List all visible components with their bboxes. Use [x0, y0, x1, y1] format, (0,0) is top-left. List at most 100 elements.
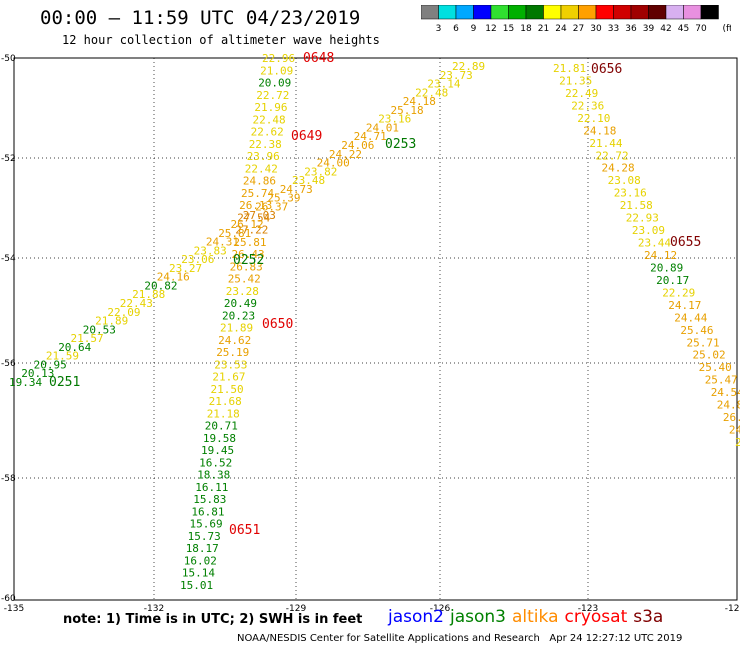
wave-height-label: 24.18 — [403, 95, 436, 108]
legend-s3a: s3a — [633, 607, 664, 627]
colorbar-swatch — [630, 5, 649, 20]
wave-height-label: 16.02 — [184, 555, 217, 568]
wave-height-label: 24.54 — [711, 386, 740, 399]
wave-height-label: 21.96 — [254, 101, 287, 114]
wave-height-label: 22.49 — [565, 87, 598, 100]
colorbar-swatch — [683, 5, 702, 20]
legend-jason3: jason3 — [450, 607, 506, 627]
wave-height-label: 21.81 — [553, 62, 586, 75]
wave-height-label: 27.03 — [243, 209, 276, 222]
wave-height-label: 24.12 — [644, 249, 677, 262]
wave-height-label: 20.49 — [224, 297, 257, 310]
wave-height-label: 22.43 — [120, 297, 153, 310]
wave-height-label: 24.31 — [206, 236, 239, 249]
wave-height-label: 21.58 — [620, 199, 653, 212]
colorbar-label: 6 — [453, 24, 459, 34]
colorbar-unit: (ft) — [723, 24, 732, 34]
wave-height-label: 24.71 — [354, 130, 387, 143]
wave-height-label: 20.95 — [34, 358, 67, 371]
wave-height-label: 26.83 — [230, 260, 263, 273]
wave-height-label: 20.09 — [258, 77, 291, 90]
wave-height-label: 15.69 — [190, 518, 223, 531]
wave-height-label: 25.02 — [693, 349, 726, 362]
wave-height-label: 27.22 — [235, 224, 268, 237]
wave-height-label: 21.89 — [95, 315, 128, 328]
wave-height-label: 24.22 — [329, 148, 362, 161]
wave-height-label: 23.48 — [292, 174, 325, 187]
wave-height-label: 20.23 — [222, 309, 255, 322]
wave-height-label: 24.06 — [341, 139, 374, 152]
colorbar-label: 9 — [471, 24, 477, 34]
colorbar-label: 27 — [573, 24, 584, 34]
lat-label: -54 — [1, 254, 16, 264]
colorbar-swatch — [455, 5, 474, 20]
wave-height-label: 20.89 — [650, 262, 683, 275]
pass-time-label: 0252 — [233, 253, 264, 268]
lat-label: -58 — [1, 474, 16, 484]
wave-height-label: 15.14 — [182, 567, 215, 580]
colorbar-label: 12 — [485, 24, 496, 34]
wave-height-label: 25.81 — [233, 236, 266, 249]
footer-note: note: 1) Time is in UTC; 2) SWH is in fe… — [63, 612, 363, 627]
lon-label: -135 — [4, 604, 24, 614]
wave-height-label: 22.62 — [251, 126, 284, 139]
colorbar-swatch — [595, 5, 614, 20]
colorbar-label: 70 — [695, 24, 707, 34]
wave-height-label: 25.19 — [216, 346, 249, 359]
wave-height-label: 26.37 — [255, 200, 288, 213]
colorbar-swatch — [578, 5, 597, 20]
map-frame — [13, 57, 738, 601]
wave-height-label: 22.29 — [662, 286, 695, 299]
colorbar-label: 30 — [590, 24, 602, 34]
colorbar-swatch — [508, 5, 527, 20]
wave-height-label: 20.17 — [656, 274, 689, 287]
wave-height-label: 21.59 — [46, 350, 79, 363]
wave-height-label: 23.16 — [614, 187, 647, 200]
wave-height-label: 22.36 — [571, 99, 604, 112]
colorbar-label: 18 — [520, 24, 532, 34]
wave-height-label: 23.73 — [440, 69, 473, 82]
wave-height-label: 24.86 — [243, 175, 276, 188]
pass-time-label: 0650 — [262, 317, 293, 332]
colorbar-swatch — [438, 5, 457, 20]
wave-height-label: 24.00 — [317, 157, 350, 170]
page-title: 00:00 – 11:59 UTC 04/23/2019 — [40, 7, 361, 29]
colorbar-label: 42 — [660, 24, 671, 34]
wave-height-label: 24.18 — [583, 124, 616, 137]
wave-height-label: 20.13 — [21, 367, 54, 380]
wave-height-label: 26.12 — [231, 218, 264, 231]
wave-height-label: 22.09 — [107, 306, 140, 319]
pass-time-label: 0648 — [303, 51, 334, 66]
wave-height-label: 23.96 — [247, 150, 280, 163]
wave-height-label: 20.71 — [205, 420, 238, 433]
pass-time-label: 0251 — [49, 375, 80, 390]
wave-height-label: 25.42 — [228, 273, 261, 286]
wave-height-label: 24.81 — [717, 399, 740, 412]
wave-height-label: 23.16 — [378, 113, 411, 126]
lon-label: -120 — [725, 604, 740, 614]
wave-height-label: 23 — [735, 436, 740, 449]
wave-height-label: 21.88 — [132, 288, 165, 301]
wave-height-label: 22.72 — [596, 149, 629, 162]
colorbar-label: 33 — [608, 24, 619, 34]
wave-height-label: 16.11 — [195, 481, 228, 494]
wave-height-label: 20.53 — [83, 323, 116, 336]
wave-height-label: 22.72 — [256, 89, 289, 102]
wave-height-label: 24.44 — [674, 311, 707, 324]
pass-time-label: 0655 — [670, 235, 701, 250]
colorbar-swatch — [613, 5, 632, 20]
wave-height-label: 15.01 — [180, 579, 213, 592]
lon-label: -126 — [430, 604, 451, 614]
wave-height-label: 25.46 — [680, 324, 713, 337]
colorbar-swatch — [473, 5, 492, 20]
legend-jason2: jason2 — [388, 607, 444, 627]
wave-height-label: 21.09 — [260, 64, 293, 77]
wave-height-label: 23.28 — [226, 285, 259, 298]
colorbar-swatch — [560, 5, 579, 20]
pass-time-label: 0253 — [385, 137, 416, 152]
wave-height-label: 22.10 — [577, 112, 610, 125]
wave-height-label: 23.08 — [608, 174, 641, 187]
wave-height-label: 20.82 — [144, 279, 177, 292]
legend-cryosat: cryosat — [564, 607, 628, 627]
